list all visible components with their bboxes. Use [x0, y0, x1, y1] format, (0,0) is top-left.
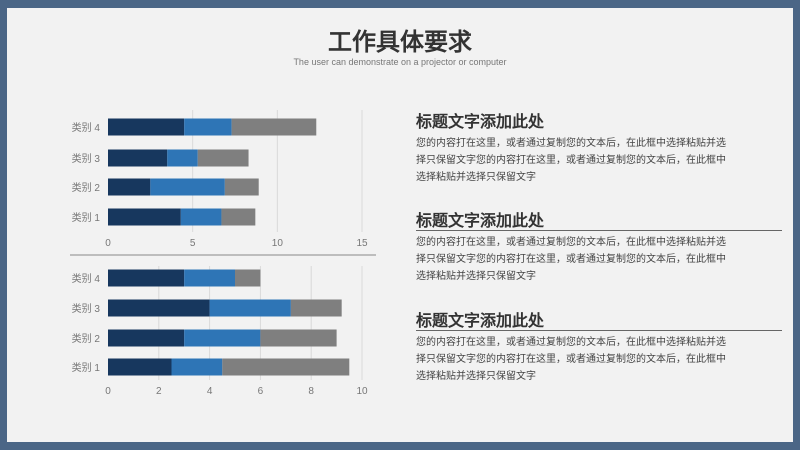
chart-2-bar-segment [290, 299, 342, 317]
section-3-body: 您的内容打在这里，或者通过复制您的文本后，在此框中选择粘贴并选 择只保留文字您的… [416, 334, 738, 385]
chart-2-category-label: 类别 3 [72, 302, 101, 315]
chart-2-bar-segment [108, 269, 185, 287]
section-2-line-3: 选择粘贴并选择只保留文字 [416, 271, 536, 282]
chart-1-bar-segment [197, 149, 249, 167]
page-subtitle: The user can demonstrate on a projector … [293, 57, 507, 67]
chart-1-bar-segment [167, 149, 198, 167]
section-3-title: 标题文字添加此处 [416, 311, 545, 330]
chart-1-bar-segment [184, 118, 232, 136]
chart-2-tick-label: 8 [308, 386, 314, 397]
chart-1-bar-segment [108, 208, 181, 226]
chart-1-bar-segment [180, 208, 222, 226]
chart-2-tick-label: 2 [156, 386, 162, 397]
chart-1-category-label: 类别 1 [72, 211, 101, 224]
section-3-line-2: 择只保留文字您的内容打在这里，或者通过复制您的文本后，在此框中 [416, 354, 726, 365]
chart-2-bar-segment [184, 329, 261, 347]
chart-1-category-label: 类别 2 [72, 181, 101, 194]
chart-1-tick-label: 0 [105, 238, 111, 249]
chart-1-bar-segment [108, 178, 151, 196]
chart-1-bar-segment [108, 149, 168, 167]
chart-2-bar-segment [260, 329, 337, 347]
section-2-divider [416, 230, 782, 231]
chart-1-bar-segment [231, 118, 317, 136]
chart-1-bar-segment [150, 178, 225, 196]
chart-2-tick-label: 6 [258, 386, 264, 397]
chart-2-category-label: 类别 2 [72, 332, 101, 345]
section-1-title: 标题文字添加此处 [416, 112, 545, 131]
chart-2-category-label: 类别 4 [72, 272, 101, 285]
chart-1-category-label: 类别 3 [72, 152, 101, 165]
section-1-line-1: 您的内容打在这里，或者通过复制您的文本后，在此框中选择粘贴并选 [416, 138, 726, 149]
chart-2-tick-label: 10 [356, 386, 368, 397]
chart-2-bar-segment [235, 269, 261, 287]
chart-1-tick-label: 15 [356, 238, 368, 249]
section-3-divider [416, 330, 782, 331]
chart-2-bar-segment [171, 358, 223, 376]
chart-1-bar-segment [221, 208, 256, 226]
section-1-line-2: 择只保留文字您的内容打在这里，或者通过复制您的文本后，在此框中 [416, 155, 726, 166]
chart-2-category-label: 类别 1 [72, 361, 101, 374]
chart-1-category-label: 类别 4 [72, 121, 101, 134]
chart-2-tick-label: 0 [105, 386, 111, 397]
section-2-title: 标题文字添加此处 [416, 211, 545, 230]
chart-1-tick-label: 5 [190, 238, 196, 249]
chart-1-tick-label: 10 [272, 238, 284, 249]
page-title: 工作具体要求 [328, 28, 472, 56]
chart-1-bar-segment [224, 178, 259, 196]
section-3-line-1: 您的内容打在这里，或者通过复制您的文本后，在此框中选择粘贴并选 [416, 337, 726, 348]
section-1-line-3: 选择粘贴并选择只保留文字 [416, 172, 536, 183]
chart-2-bar-segment [222, 358, 350, 376]
section-1-body: 您的内容打在这里，或者通过复制您的文本后，在此框中选择粘贴并选 择只保留文字您的… [416, 135, 738, 186]
chart-2-bar-segment [108, 358, 172, 376]
section-2-body: 您的内容打在这里，或者通过复制您的文本后，在此框中选择粘贴并选 择只保留文字您的… [416, 234, 738, 285]
section-2-line-2: 择只保留文字您的内容打在这里，或者通过复制您的文本后，在此框中 [416, 254, 726, 265]
chart-2-bar-segment [108, 299, 210, 317]
section-3-line-3: 选择粘贴并选择只保留文字 [416, 371, 536, 382]
chart-2-tick-label: 4 [207, 386, 213, 397]
chart-2-bar-segment [209, 299, 291, 317]
chart-2-bar-segment [108, 329, 185, 347]
section-2-line-1: 您的内容打在这里，或者通过复制您的文本后，在此框中选择粘贴并选 [416, 237, 726, 248]
chart-2-bar-segment [184, 269, 235, 287]
chart-1-bar-segment [108, 118, 185, 136]
